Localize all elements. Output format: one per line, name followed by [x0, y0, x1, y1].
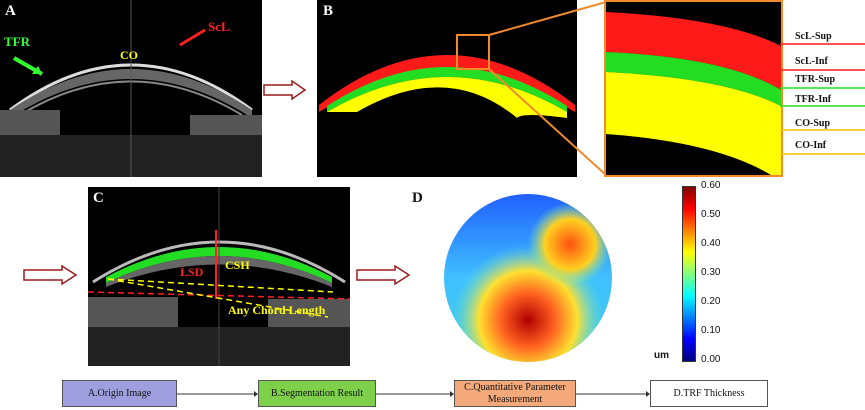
flow-step-trf-thickness: D.TRF Thickness [650, 380, 768, 407]
layer-leader-lines [780, 43, 865, 155]
colorbar-tick-1: 0.50 [701, 209, 721, 220]
co-label: CO [120, 48, 138, 62]
flow-step-segmentation: B.Segmentation Result [258, 380, 376, 407]
tfr-label: TFR [4, 34, 30, 49]
layer-label-scl-inf: ScL-Inf [795, 56, 828, 67]
colorbar-tick-3: 0.30 [701, 267, 721, 278]
flow-step-measurement: C.Quantitative Parameter Measurement [454, 380, 576, 407]
zoom-inset [604, 0, 783, 177]
colorbar-tick-5: 0.10 [701, 325, 721, 336]
panel-b-image [317, 0, 577, 177]
zoom-layers [606, 12, 781, 175]
colorbar [682, 186, 696, 362]
layer-label-co-inf: CO-Inf [795, 140, 827, 151]
flow-arrow-ab [263, 80, 307, 100]
chord-label: Any Chord Length [228, 303, 326, 317]
csh-label: CSH [225, 258, 250, 272]
colorbar-unit: um [654, 350, 669, 361]
panel-c-image [87, 187, 351, 366]
flow-step-origin-image: A.Origin Image [62, 380, 177, 407]
colorbar-tick-0: 0.60 [701, 180, 721, 191]
flow-arrow-into-c [23, 265, 78, 285]
layer-label-scl-sup: ScL-Sup [795, 31, 832, 42]
lsd-label: LSD [180, 265, 204, 279]
colorbar-tick-2: 0.40 [701, 238, 721, 249]
zoom-connectors [488, 1, 607, 176]
layer-label-co-sup: CO-Sup [795, 118, 831, 129]
layer-label-tfr-inf: TFR-Inf [795, 94, 832, 105]
panel-c-letter: C [93, 190, 104, 206]
segmentation-map [319, 34, 575, 118]
layer-label-tfr-sup: TFR-Sup [795, 74, 836, 85]
panel-b-letter: B [323, 3, 334, 19]
colorbar-tick-6: 0.00 [701, 354, 721, 365]
scl-label: ScL [208, 19, 230, 34]
oct-scan-a [0, 0, 262, 177]
panel-d-letter: D [412, 190, 423, 206]
panel-a-letter: A [5, 3, 16, 19]
colorbar-tick-4: 0.20 [701, 296, 721, 307]
thickness-map [444, 194, 612, 362]
flow-arrow-c-to-d [356, 265, 411, 285]
oct-scan-c [87, 187, 351, 366]
flow-connectors [177, 391, 650, 397]
panel-a-image [0, 0, 262, 177]
